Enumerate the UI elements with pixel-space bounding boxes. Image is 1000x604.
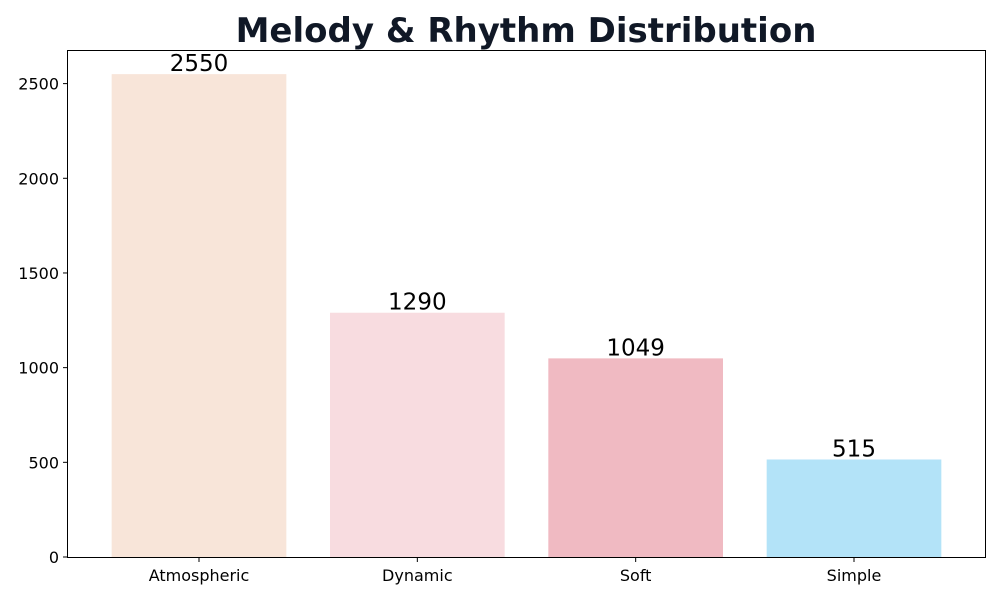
y-tick-label: 2500	[18, 75, 59, 94]
bar-simple	[766, 459, 942, 557]
value-label: 1290	[388, 290, 447, 316]
axis-layer: Atmospheric Dynamic Soft Simple 0 500 1000 1500…	[18, 75, 881, 585]
x-tick-label: Simple	[827, 566, 882, 585]
y-tick-label: 0	[49, 548, 59, 567]
x-tick-label: Atmospheric	[149, 566, 250, 585]
x-tick-label: Dynamic	[382, 566, 453, 585]
bar-dynamic	[330, 312, 505, 557]
bars-layer	[111, 74, 942, 557]
y-tick-label: 1000	[18, 359, 59, 378]
plot-frame	[67, 50, 986, 558]
chart-title: Melody & Rhythm Distribution	[236, 11, 817, 51]
labels-layer: 2550 1290 1049 515	[170, 51, 876, 462]
value-label: 515	[832, 436, 876, 462]
value-label: 1049	[606, 335, 665, 361]
bar-atmospheric	[111, 74, 287, 557]
value-label: 2550	[170, 51, 229, 77]
bar-soft	[548, 358, 723, 557]
y-tick-label: 1500	[18, 264, 59, 283]
y-tick-label: 2000	[18, 169, 59, 188]
x-tick-label: Soft	[620, 566, 652, 585]
y-tick-label: 500	[28, 453, 59, 472]
